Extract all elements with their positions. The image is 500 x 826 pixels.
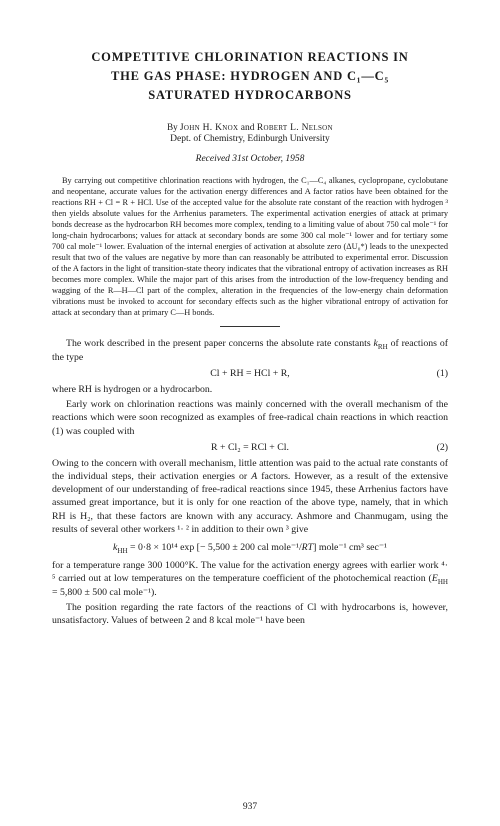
paragraph-5: for a temperature range 300 1000°K. The … (52, 559, 448, 599)
khh-body: = 0·8 × 10¹⁴ exp [− 5,500 ± 200 cal mole… (128, 542, 302, 553)
byline-and: and (238, 123, 256, 133)
paragraph-3: Early work on chlorination reactions was… (52, 398, 448, 438)
author-1: John H. Knox (180, 123, 238, 133)
paragraph-2: where RH is hydrogen or a hydrocarbon. (52, 383, 448, 396)
paper-page: COMPETITIVE CHLORINATION REACTIONS IN TH… (0, 0, 500, 826)
eq2-body: R + Cl₂ = RCl + Cl. (211, 442, 289, 453)
received-date: Received 31st October, 1958 (52, 154, 448, 164)
title-line-1: COMPETITIVE CHLORINATION REACTIONS IN (91, 50, 408, 64)
section-rule (220, 326, 280, 327)
eq1-number: (1) (437, 368, 448, 379)
byline-by: By (167, 122, 180, 132)
eq2-number: (2) (437, 442, 448, 453)
equation-2: R + Cl₂ = RCl + Cl. (2) (52, 442, 448, 453)
title-line-3: SATURATED HYDROCARBONS (148, 88, 352, 102)
p1-text-a: The work described in the present paper … (66, 338, 374, 349)
byline: By John H. Knox and Robert L. Nelson (52, 122, 448, 133)
paragraph-6: The position regarding the rate factors … (52, 601, 448, 627)
equation-1: Cl + RH = HCl + R, (1) (52, 368, 448, 379)
paragraph-4: Owing to the concern with overall mechan… (52, 457, 448, 536)
p5-text-b: = 5,800 ± 500 cal mole⁻¹). (52, 587, 157, 598)
page-number: 937 (0, 802, 500, 812)
p5-text-a: for a temperature range 300 1000°K. The … (52, 560, 448, 584)
abstract: By carrying out competitive chlorination… (52, 176, 448, 318)
eq1-body: Cl + RH = HCl + R, (210, 368, 289, 379)
paper-title: COMPETITIVE CHLORINATION REACTIONS IN TH… (52, 48, 448, 104)
paragraph-1: The work described in the present paper … (52, 337, 448, 363)
title-line-2: THE GAS PHASE: HYDROGEN AND C₁—C₅ (111, 69, 389, 83)
khh-tail: ] mole⁻¹ cm³ sec⁻¹ (313, 542, 387, 553)
krh-sub: RH (378, 343, 388, 351)
rate-constant-equation: kHH = 0·8 × 10¹⁴ exp [− 5,500 ± 200 cal … (52, 542, 448, 553)
khh-RT: RT (302, 542, 313, 553)
author-2: Robert L. Nelson (257, 123, 333, 133)
department: Dept. of Chemistry, Edinburgh University (52, 134, 448, 144)
khh-sub: HH (117, 547, 127, 555)
ehh-sub: HH (438, 578, 448, 586)
